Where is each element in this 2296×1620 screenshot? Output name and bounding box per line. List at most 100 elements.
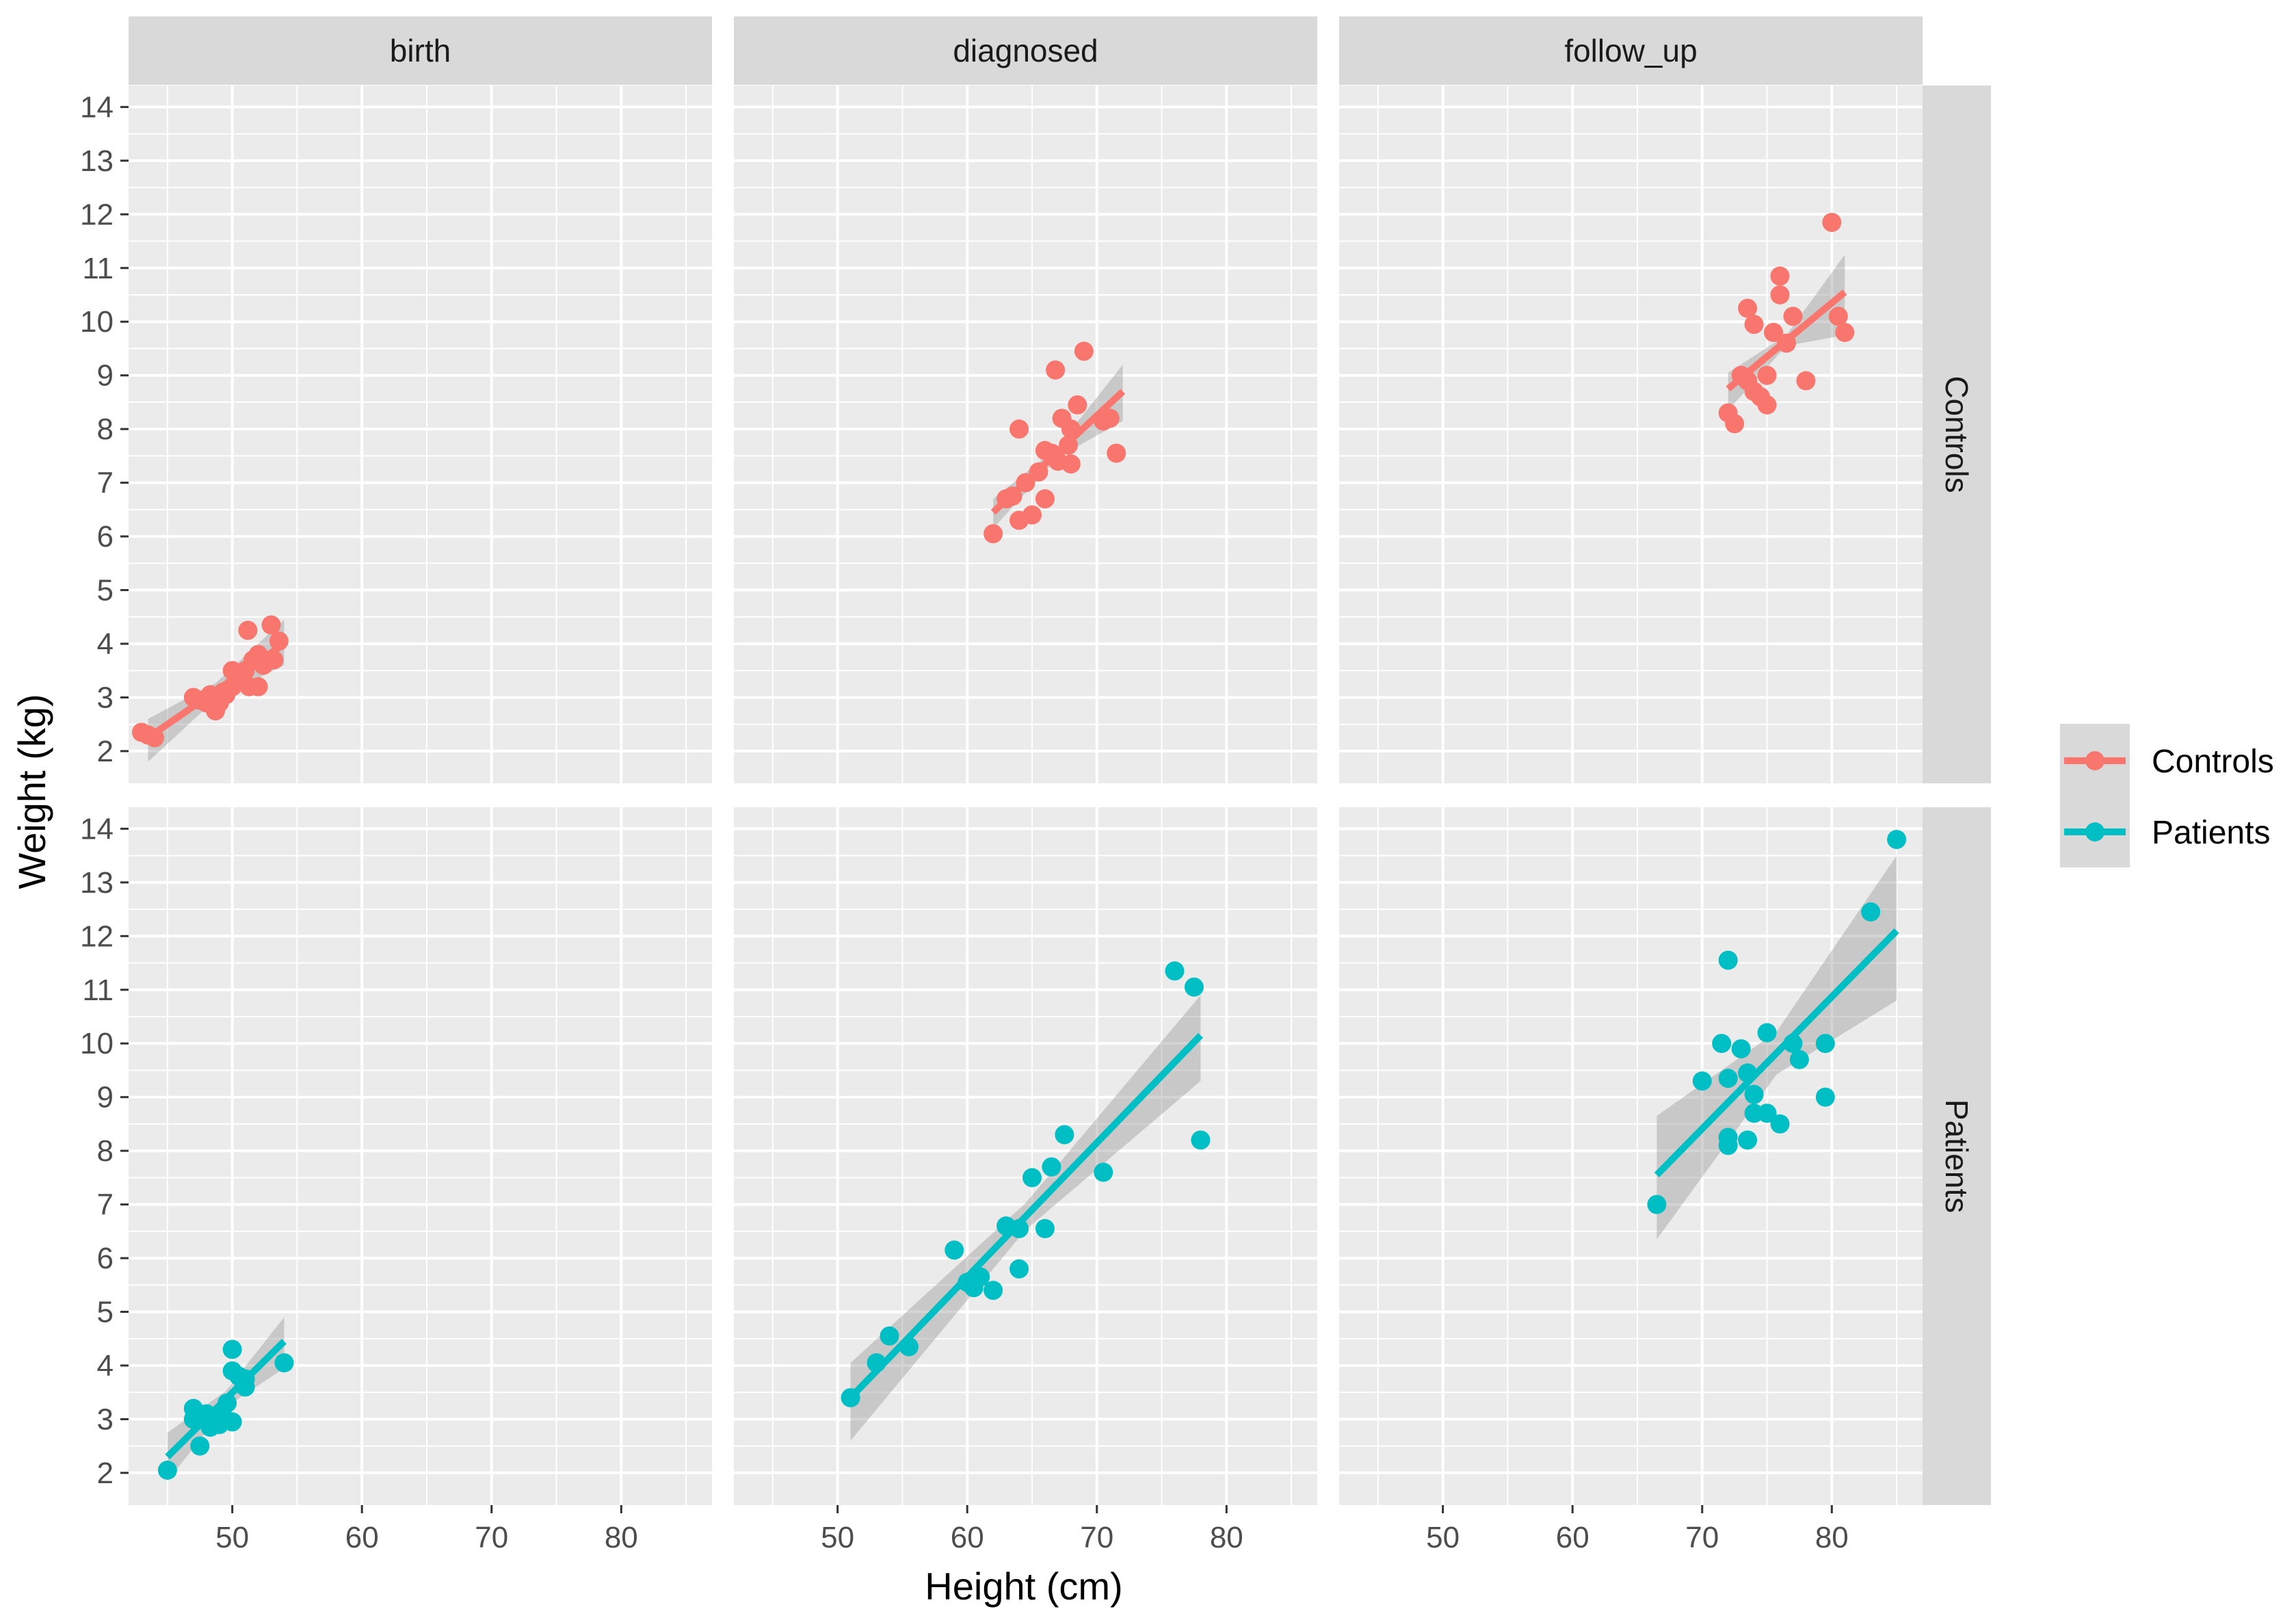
panel-patients-diagnosed	[734, 807, 1317, 1505]
strips-layer: birth diagnosed follow_up Controls Patients	[129, 16, 1991, 1505]
strip-background	[734, 16, 1317, 85]
data-point	[1042, 1157, 1061, 1177]
legend-key-background	[2060, 724, 2130, 867]
data-point	[1815, 1087, 1835, 1107]
data-point	[274, 1353, 294, 1373]
data-point	[1010, 1259, 1029, 1279]
y-tick-label: 4	[97, 1349, 114, 1383]
y-tick-label: 5	[97, 574, 114, 608]
x-tick-label: 70	[1080, 1521, 1113, 1554]
y-tick-label: 10	[80, 1027, 114, 1060]
data-point	[1718, 950, 1738, 970]
data-point	[1738, 298, 1758, 318]
data-point	[261, 615, 281, 635]
data-point	[222, 1412, 242, 1432]
data-point	[1061, 454, 1081, 474]
panel-controls-birth	[129, 86, 712, 783]
y-tick-label: 8	[97, 413, 114, 446]
x-axis-title: Height (cm)	[925, 1565, 1122, 1608]
confidence-band	[1657, 855, 1897, 1240]
data-point	[1835, 322, 1855, 342]
panels-layer	[129, 86, 1923, 1505]
y-tick-label: 11	[82, 252, 114, 285]
series-controls-birth	[131, 615, 289, 762]
data-point	[1744, 315, 1764, 335]
x-tick-label: 50	[215, 1521, 249, 1554]
y-axis-patients: 2 3 4 5 6 7 8 9 10 11 12 13 14	[80, 812, 129, 1490]
y-tick-label: 4	[97, 627, 114, 661]
series-controls-diagnosed	[984, 341, 1126, 544]
regression-line	[848, 1032, 1203, 1400]
data-point	[190, 1436, 210, 1456]
strip-background	[1339, 16, 1923, 85]
data-point	[1757, 365, 1777, 385]
y-axis-title: Weight (kg)	[10, 694, 53, 889]
data-point	[1055, 1125, 1074, 1145]
data-point	[1068, 395, 1087, 415]
y-tick-label: 13	[80, 144, 114, 178]
data-point	[1718, 1069, 1738, 1088]
data-point	[1035, 1218, 1055, 1238]
series-patients-diagnosed	[841, 961, 1211, 1441]
x-tick-label: 50	[821, 1521, 854, 1554]
data-point	[1757, 1023, 1777, 1043]
axes-layer: 2 3 4 5 6 7 8 9 10 11 12 13 14 2 3 4 5 6 7 8 9 10 11 12 13 14 50 60…	[80, 90, 1849, 1554]
y-tick-label: 12	[80, 198, 114, 231]
data-point	[945, 1240, 964, 1260]
regression-line	[1726, 289, 1847, 392]
data-point	[1712, 1034, 1732, 1054]
panel-background	[129, 807, 712, 1505]
data-point	[1010, 419, 1029, 439]
data-point	[1035, 489, 1055, 509]
data-point	[1094, 1162, 1113, 1182]
data-point	[1744, 1084, 1764, 1104]
data-point	[1887, 830, 1907, 850]
series-controls-follow_up	[1718, 213, 1855, 434]
legend-key-point	[2085, 751, 2104, 770]
x-tick-label: 60	[951, 1521, 984, 1554]
x-tick-label: 70	[475, 1521, 508, 1554]
strip-background	[1923, 86, 1991, 783]
data-point	[1861, 902, 1881, 922]
x-axis-birth: 50 60 70 80	[215, 1505, 638, 1554]
data-point	[984, 1281, 1003, 1301]
data-point	[1022, 505, 1042, 525]
legend-item-controls: Controls	[2064, 744, 2274, 780]
x-tick-label: 70	[1685, 1521, 1719, 1554]
strip-background	[129, 16, 712, 85]
panel-background	[1339, 86, 1923, 783]
data-point	[1165, 961, 1185, 981]
y-tick-label: 14	[80, 90, 114, 124]
data-point	[1647, 1194, 1667, 1214]
y-tick-label: 6	[97, 520, 114, 553]
strip-background	[1923, 807, 1991, 1505]
data-point	[1770, 266, 1790, 286]
column-strip-follow_up: follow_up	[1339, 16, 1923, 85]
panel-background	[734, 807, 1317, 1505]
data-point	[238, 620, 258, 640]
y-tick-label: 9	[97, 359, 114, 393]
regression-line	[990, 389, 1126, 515]
column-strip-birth: birth	[129, 16, 712, 85]
row-strip-patients: Patients	[1923, 807, 1991, 1505]
data-point	[1692, 1071, 1712, 1091]
data-point	[984, 524, 1003, 544]
y-tick-label: 6	[97, 1242, 114, 1275]
strip-label-follow_up: follow_up	[1564, 33, 1697, 68]
y-tick-label: 9	[97, 1081, 114, 1114]
x-tick-label: 60	[345, 1521, 379, 1554]
data-point	[1757, 395, 1777, 415]
data-point	[1074, 341, 1094, 361]
data-point	[1757, 1103, 1777, 1123]
strip-label-birth: birth	[390, 33, 451, 68]
x-tick-label: 80	[1210, 1521, 1243, 1554]
data-point	[1731, 1039, 1751, 1059]
data-point	[1725, 414, 1745, 434]
x-tick-label: 60	[1556, 1521, 1589, 1554]
y-tick-label: 14	[80, 812, 114, 846]
y-tick-label: 2	[97, 735, 114, 768]
y-tick-label: 3	[97, 681, 114, 714]
series-patients-birth	[157, 1317, 294, 1481]
y-tick-label: 3	[97, 1402, 114, 1436]
